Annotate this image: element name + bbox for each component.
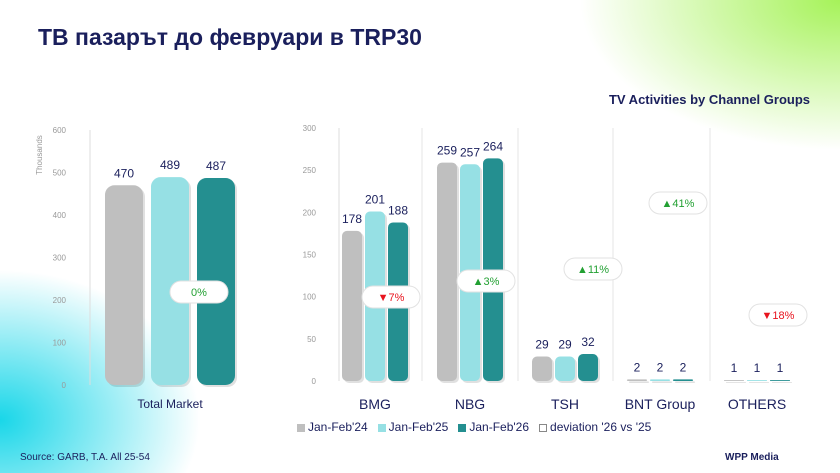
legend-label: Jan-Feb'25: [388, 420, 449, 434]
legend-item-2026: Jan-Feb'26: [458, 420, 529, 434]
deviation-label: ▲41%: [662, 198, 695, 210]
source-note: Source: GARB, T.A. All 25-54: [20, 452, 150, 463]
deviation-pill: [648, 191, 708, 215]
legend-label: Jan-Feb'26: [469, 420, 530, 434]
category-label: OTHERS: [728, 396, 786, 412]
y-tick-label: 200: [53, 296, 67, 305]
data-label: 1: [777, 361, 784, 375]
legend-swatch: [297, 423, 305, 432]
category-label: TSH: [551, 396, 579, 412]
data-label: 259: [437, 144, 457, 158]
data-label: 188: [388, 203, 408, 217]
data-label: 1: [731, 361, 738, 375]
deviation-label: ▼18%: [762, 310, 795, 322]
data-label: 489: [160, 158, 180, 172]
y-tick-label: 100: [303, 293, 317, 302]
y-tick-label: 250: [303, 166, 317, 175]
bar-shadow: [675, 381, 695, 383]
category-label: BNT Group: [625, 396, 696, 412]
y-tick-label: 300: [53, 254, 67, 263]
deviation-pill: [748, 303, 808, 327]
data-label: 264: [483, 139, 503, 153]
deviation-pill: [563, 257, 623, 281]
data-label: 487: [206, 159, 226, 173]
deviation-label: ▲3%: [473, 276, 500, 288]
deviation-label: 0%: [191, 287, 207, 299]
deviation-label: ▲11%: [577, 264, 609, 276]
legend-swatch: [539, 423, 548, 432]
bar-janfeb24: [627, 379, 647, 381]
data-label: 2: [634, 360, 641, 374]
bar-janfeb24: [342, 230, 362, 381]
y-tick-label: 50: [307, 335, 316, 344]
data-label: 1: [754, 361, 761, 375]
chart-subtitle: TV Activities by Channel Groups: [608, 92, 810, 107]
y-tick-label: 600: [53, 126, 67, 135]
bar-janfeb26: [578, 354, 598, 381]
y-tick-label: 0: [62, 381, 67, 390]
bar-janfeb25: [151, 177, 189, 385]
data-label: 29: [558, 338, 572, 352]
data-label: 470: [114, 166, 134, 180]
bar-janfeb24: [437, 162, 457, 381]
y-tick-label: 0: [312, 377, 317, 386]
data-label: 29: [535, 338, 549, 352]
data-label: 201: [365, 192, 385, 206]
deviation-pill: [169, 280, 229, 304]
data-label: 178: [342, 212, 362, 226]
bar-shadow: [652, 381, 672, 383]
bar-janfeb24: [532, 356, 552, 381]
legend-item-2025: Jan-Feb'25: [377, 420, 449, 434]
category-label: Total Market: [137, 397, 203, 411]
deviation-pill: [456, 269, 516, 293]
y-tick-label: 300: [303, 124, 317, 133]
category-label: BMG: [359, 396, 391, 412]
y-tick-label: 100: [53, 339, 67, 348]
bar-janfeb25: [650, 379, 670, 381]
legend-swatch: [377, 423, 386, 432]
legend-item-deviation: deviation '26 vs '25: [539, 420, 651, 434]
page-title: ТВ пазарът до февруари в TRP30: [38, 24, 422, 50]
data-label: 32: [581, 335, 595, 349]
bar-janfeb25: [747, 380, 767, 381]
legend: Jan-Feb'24 Jan-Feb'25 Jan-Feb'26 deviati…: [297, 420, 651, 434]
category-label: NBG: [455, 396, 485, 412]
bar-janfeb25: [555, 356, 575, 381]
y-axis-label: Thousands: [35, 135, 44, 175]
bar-shadow: [726, 382, 746, 383]
bar-janfeb24: [724, 380, 744, 381]
bar-janfeb24: [105, 185, 143, 385]
wpp-media-logo: WPP Media: [725, 452, 779, 463]
y-tick-label: 200: [303, 208, 317, 217]
deviation-label: ▼7%: [378, 292, 405, 304]
y-tick-label: 400: [53, 211, 67, 220]
legend-label: deviation '26 vs '25: [550, 420, 652, 434]
bar-shadow: [749, 382, 769, 383]
bar-shadow: [629, 381, 649, 383]
y-tick-label: 150: [303, 251, 317, 260]
bar-shadow: [772, 382, 792, 383]
legend-label: Jan-Feb'24: [308, 420, 368, 434]
legend-item-2024: Jan-Feb'24: [297, 420, 368, 434]
bar-janfeb26: [770, 380, 790, 381]
deviation-pill: [361, 285, 421, 309]
legend-swatch: [458, 423, 467, 432]
y-tick-label: 500: [53, 169, 67, 178]
bar-janfeb26: [673, 379, 693, 381]
data-label: 2: [657, 360, 664, 374]
data-label: 2: [680, 360, 687, 374]
data-label: 257: [460, 145, 480, 159]
